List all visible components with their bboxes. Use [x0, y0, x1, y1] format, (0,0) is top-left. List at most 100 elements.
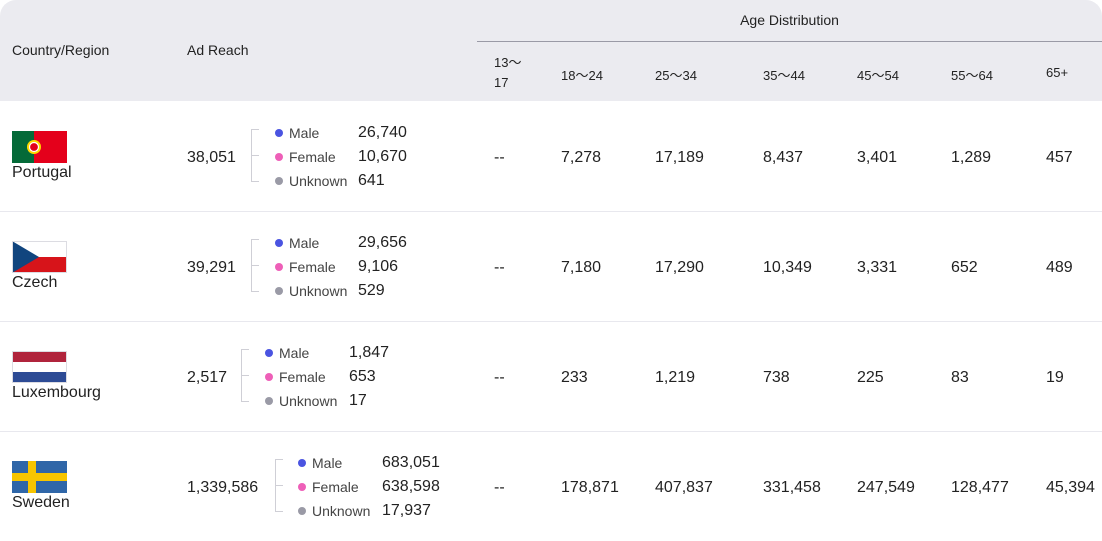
- gender-male: Male: [275, 235, 319, 251]
- female-dot-icon: [275, 153, 283, 161]
- age-55-64-value: 128,477: [951, 479, 1009, 496]
- header-age-45-54[interactable]: 45～54: [857, 68, 899, 83]
- tree-tick: [251, 155, 259, 156]
- age-13-17-value: --: [494, 369, 505, 386]
- male-value: 26,740: [358, 124, 407, 141]
- unknown-value: 641: [358, 172, 385, 189]
- age-18-24-value: 7,278: [561, 149, 602, 166]
- male-dot-icon: [298, 459, 306, 467]
- gender-male: Male: [298, 455, 342, 471]
- male-dot-icon: [265, 349, 273, 357]
- tree-tick: [251, 129, 259, 130]
- country-name: Czech: [12, 274, 58, 291]
- gender-male: Male: [265, 345, 309, 361]
- tree-tick: [241, 349, 249, 350]
- age-45-54-value: 247,549: [857, 479, 915, 496]
- tree-tick: [251, 239, 259, 240]
- gender-unknown: Unknown: [298, 503, 370, 519]
- row-divider: [0, 211, 1102, 212]
- tree-tick: [241, 375, 249, 376]
- male-value: 683,051: [382, 454, 440, 471]
- tree-tick: [251, 291, 259, 292]
- age-35-44-value: 8,437: [763, 149, 804, 166]
- row-divider: [0, 431, 1102, 432]
- female-value: 10,670: [358, 148, 407, 165]
- header-age-35-44[interactable]: 35～44: [763, 68, 805, 83]
- country-name: Portugal: [12, 164, 72, 181]
- luxembourg-flag-icon: [12, 351, 67, 383]
- ad-reach-total: 1,339,586: [187, 479, 259, 496]
- ad-reach-total: 2,517: [187, 369, 228, 386]
- header-age-18-24[interactable]: 18～24: [561, 68, 603, 83]
- ad-reach-total: 38,051: [187, 149, 236, 166]
- age-35-44-value: 738: [763, 369, 790, 386]
- table-row[interactable]: Sweden 1,339,586 Male Female Unknown 683…: [0, 431, 1102, 541]
- gender-label: Female: [289, 259, 336, 275]
- age-45-54-value: 225: [857, 369, 884, 386]
- header-age-65-plus[interactable]: 65+: [1046, 65, 1069, 80]
- table-row[interactable]: Czech 39,291 Male Female Unknown 29,656 …: [0, 211, 1102, 321]
- gender-unknown: Unknown: [265, 393, 337, 409]
- gender-label: Female: [279, 369, 326, 385]
- table-row[interactable]: Luxembourg 2,517 Male Female Unknown 1,8…: [0, 321, 1102, 431]
- age-65-plus-value: 457: [1046, 149, 1073, 166]
- ad-reach-total: 39,291: [187, 259, 236, 276]
- female-value: 653: [349, 368, 376, 385]
- header-age-55-64[interactable]: 55～64: [951, 68, 993, 83]
- header-country[interactable]: Country/Region: [12, 42, 110, 58]
- gender-label: Male: [289, 235, 320, 251]
- header-divider: [477, 41, 1102, 42]
- age-35-44-value: 331,458: [763, 479, 821, 496]
- age-45-54-value: 3,401: [857, 149, 898, 166]
- row-divider: [0, 321, 1102, 322]
- age-25-34-value: 407,837: [655, 479, 713, 496]
- gender-female: Female: [275, 259, 336, 275]
- tree-tick: [251, 181, 259, 182]
- tree-tick: [275, 459, 283, 460]
- age-25-34-value: 17,290: [655, 259, 704, 276]
- age-18-24-value: 178,871: [561, 479, 619, 496]
- unknown-value: 529: [358, 282, 385, 299]
- male-dot-icon: [275, 239, 283, 247]
- age-13-17-value: --: [494, 149, 505, 166]
- male-dot-icon: [275, 129, 283, 137]
- female-value: 9,106: [358, 258, 399, 275]
- portugal-flag-icon: [12, 131, 67, 163]
- unknown-value: 17: [349, 392, 367, 409]
- age-55-64-value: 83: [951, 369, 969, 386]
- tree-tick: [275, 485, 283, 486]
- gender-label: Male: [279, 345, 310, 361]
- age-18-24-value: 7,180: [561, 259, 602, 276]
- gender-label: Female: [312, 479, 359, 495]
- gender-female: Female: [298, 479, 359, 495]
- header-age-distribution: Age Distribution: [740, 12, 839, 28]
- age-45-54-value: 3,331: [857, 259, 898, 276]
- gender-label: Male: [289, 125, 320, 141]
- header-age-25-34[interactable]: 25～34: [655, 68, 697, 83]
- czech-flag-icon: [12, 241, 67, 273]
- table-row[interactable]: Portugal 38,051 Male Female Unknown 26,7…: [0, 101, 1102, 211]
- age-65-plus-value: 489: [1046, 259, 1073, 276]
- tree-tick: [251, 265, 259, 266]
- gender-unknown: Unknown: [275, 173, 347, 189]
- header-age-13-17[interactable]: 13～ 17: [494, 55, 522, 90]
- tree-tick: [275, 511, 283, 512]
- age-65-plus-value: 19: [1046, 369, 1064, 386]
- gender-label: Female: [289, 149, 336, 165]
- country-name: Luxembourg: [12, 384, 101, 401]
- male-value: 1,847: [349, 344, 390, 361]
- unknown-dot-icon: [275, 177, 283, 185]
- female-dot-icon: [298, 483, 306, 491]
- female-dot-icon: [275, 263, 283, 271]
- gender-male: Male: [275, 125, 319, 141]
- age-13-17-value: --: [494, 479, 505, 496]
- gender-female: Female: [275, 149, 336, 165]
- country-name: Sweden: [12, 494, 70, 511]
- age-13-17-value: --: [494, 259, 505, 276]
- gender-label: Unknown: [289, 173, 348, 189]
- gender-label: Unknown: [312, 503, 371, 519]
- gender-label: Male: [312, 455, 343, 471]
- table-header: Country/Region Ad Reach Age Distribution…: [0, 0, 1102, 101]
- header-ad-reach[interactable]: Ad Reach: [187, 42, 249, 58]
- age-55-64-value: 1,289: [951, 149, 992, 166]
